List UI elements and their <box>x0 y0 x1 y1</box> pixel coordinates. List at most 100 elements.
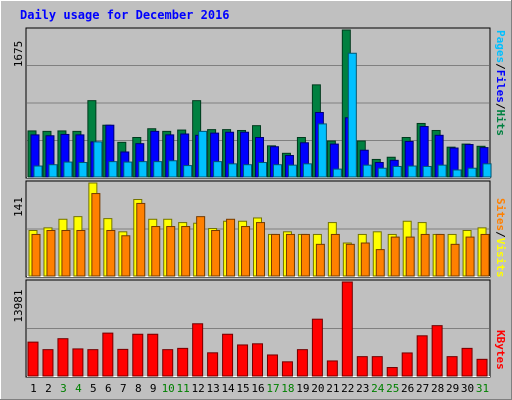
bar-pages-day-1 <box>33 165 43 178</box>
bar-sites-day-8 <box>136 202 146 277</box>
bar-sites-day-25 <box>390 236 400 277</box>
x-tick-day-23: 23 <box>356 382 369 395</box>
bar-pages-day-7 <box>123 161 133 178</box>
bar-kbytes-day-10 <box>162 349 174 377</box>
bar-pages-day-16 <box>258 162 268 178</box>
x-tick-day-31: 31 <box>476 382 489 395</box>
x-tick-day-11: 11 <box>177 382 190 395</box>
bar-sites-day-19 <box>300 233 310 277</box>
bar-pages-day-15 <box>243 164 253 178</box>
bar-sites-day-29 <box>450 243 460 277</box>
bar-sites-day-12 <box>196 216 206 277</box>
bar-sites-day-18 <box>285 233 295 277</box>
bar-kbytes-day-14 <box>222 333 234 377</box>
ymax-label-sites-visits: 141 <box>12 197 25 217</box>
bar-kbytes-day-28 <box>431 325 443 377</box>
bar-sites-day-22 <box>345 243 355 277</box>
legend-middle-separator: / <box>494 231 507 238</box>
legend-top: Pages/Files/Hits <box>494 30 507 136</box>
bar-kbytes-day-31 <box>476 358 488 377</box>
bar-sites-day-5 <box>91 193 101 277</box>
legend-middle-visits: Visits <box>494 238 507 278</box>
bar-sites-day-2 <box>46 229 56 277</box>
bar-sites-day-28 <box>435 233 445 277</box>
x-tick-day-14: 14 <box>221 382 235 395</box>
x-tick-day-15: 15 <box>236 382 249 395</box>
x-tick-day-20: 20 <box>311 382 324 395</box>
legend-top-separator: / <box>494 103 507 110</box>
x-tick-day-2: 2 <box>45 382 52 395</box>
bar-pages-day-10 <box>168 160 178 178</box>
bar-kbytes-day-24 <box>371 356 383 377</box>
bar-sites-day-13 <box>211 229 221 277</box>
bar-pages-day-6 <box>108 161 118 178</box>
bar-pages-day-26 <box>407 165 417 178</box>
bar-kbytes-day-8 <box>132 333 144 377</box>
bar-kbytes-day-25 <box>386 367 398 377</box>
bar-kbytes-day-5 <box>87 349 99 377</box>
bar-sites-day-26 <box>405 236 415 277</box>
bar-pages-day-19 <box>302 163 312 178</box>
x-tick-day-25: 25 <box>386 382 399 395</box>
bar-kbytes-day-6 <box>102 332 114 377</box>
bar-kbytes-day-30 <box>461 347 473 377</box>
bar-pages-day-18 <box>287 164 297 178</box>
x-tick-day-4: 4 <box>75 382 82 395</box>
x-tick-day-18: 18 <box>281 382 294 395</box>
bar-sites-day-20 <box>315 243 325 277</box>
x-tick-day-1: 1 <box>30 382 37 395</box>
bar-kbytes-day-20 <box>311 318 323 377</box>
x-tick-day-17: 17 <box>266 382 279 395</box>
bar-sites-day-6 <box>106 229 116 277</box>
legend-middle-sites: Sites <box>494 198 507 231</box>
bar-pages-day-28 <box>437 164 447 178</box>
x-tick-day-24: 24 <box>371 382 385 395</box>
x-tick-day-8: 8 <box>135 382 142 395</box>
legend-top-hits: Hits <box>494 110 507 137</box>
x-tick-day-26: 26 <box>401 382 414 395</box>
x-tick-day-22: 22 <box>341 382 354 395</box>
bar-kbytes-day-23 <box>356 356 368 377</box>
x-tick-day-6: 6 <box>105 382 112 395</box>
bar-pages-day-17 <box>272 164 282 178</box>
x-tick-day-30: 30 <box>461 382 474 395</box>
bar-pages-day-22 <box>347 52 357 178</box>
bar-pages-day-2 <box>48 164 58 178</box>
bar-pages-day-11 <box>183 165 193 178</box>
bar-pages-day-9 <box>153 161 163 178</box>
bar-sites-day-1 <box>31 233 41 277</box>
ymax-label-hits-files-pages: 1675 <box>12 41 25 68</box>
bar-pages-day-13 <box>213 161 223 178</box>
bar-sites-day-21 <box>330 233 340 277</box>
bar-sites-day-11 <box>181 226 191 277</box>
legend-top-separator: / <box>494 63 507 70</box>
bar-sites-day-24 <box>375 249 385 277</box>
bar-kbytes-day-1 <box>27 341 39 377</box>
bar-pages-day-31 <box>482 163 492 178</box>
x-tick-day-19: 19 <box>296 382 309 395</box>
bar-kbytes-day-3 <box>57 338 69 377</box>
bar-sites-day-4 <box>76 229 86 277</box>
bar-kbytes-day-22 <box>341 281 353 377</box>
bar-pages-day-8 <box>138 161 148 178</box>
bar-kbytes-day-17 <box>266 354 278 377</box>
bar-pages-day-30 <box>467 167 477 178</box>
x-tick-day-5: 5 <box>90 382 97 395</box>
bar-kbytes-day-2 <box>42 349 54 377</box>
bar-pages-day-3 <box>63 161 73 178</box>
bar-sites-day-27 <box>420 233 430 277</box>
bar-pages-day-5 <box>93 141 103 178</box>
bar-pages-day-23 <box>362 164 372 178</box>
bar-kbytes-day-7 <box>117 348 129 377</box>
bar-pages-day-12 <box>198 130 208 178</box>
bar-pages-day-14 <box>228 163 238 178</box>
bar-kbytes-day-15 <box>237 344 249 377</box>
legend-bottom: KBytes <box>494 330 507 370</box>
bar-sites-day-23 <box>360 242 370 277</box>
bar-kbytes-day-11 <box>177 347 189 377</box>
x-tick-day-12: 12 <box>192 382 205 395</box>
bar-pages-day-4 <box>78 162 88 178</box>
bar-sites-day-3 <box>61 229 71 277</box>
bar-kbytes-day-13 <box>207 352 219 377</box>
